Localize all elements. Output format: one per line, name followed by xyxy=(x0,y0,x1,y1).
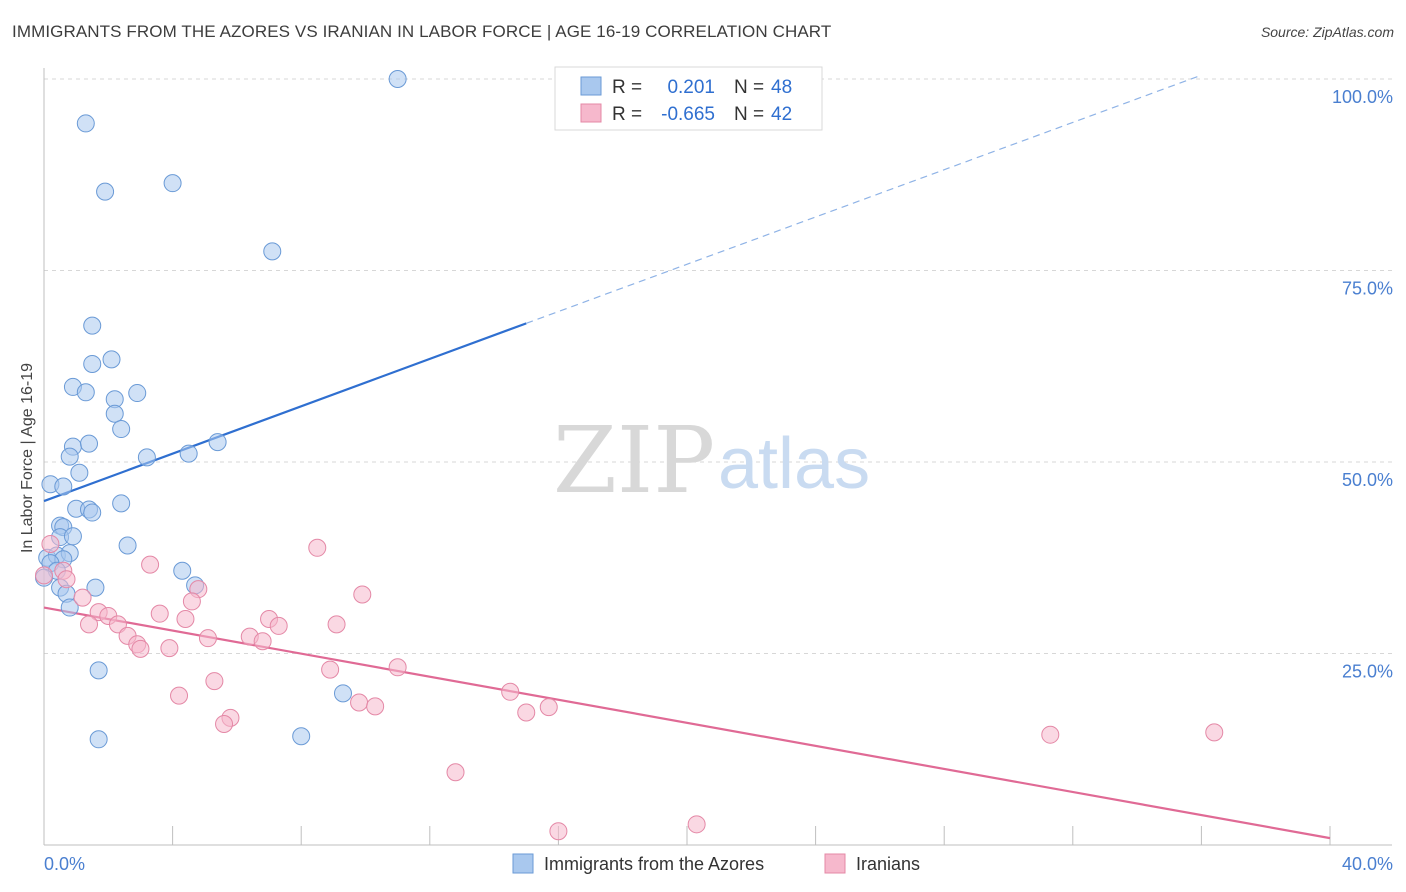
iranians-point xyxy=(1205,723,1224,742)
azores-point xyxy=(173,561,192,580)
iranians-point xyxy=(215,714,234,733)
azores-point xyxy=(63,527,82,546)
iranians-point xyxy=(41,534,60,553)
azores-point xyxy=(112,494,131,513)
azores-point xyxy=(70,463,89,482)
y-tick-label: 50.0% xyxy=(1342,470,1393,490)
azores-point xyxy=(76,383,95,402)
iranians-point xyxy=(350,693,369,712)
iranians-point xyxy=(446,763,465,782)
iranians-point xyxy=(57,570,76,589)
azores-point xyxy=(96,182,115,201)
bottom-legend-label-iranians: Iranians xyxy=(856,854,920,874)
iranians-point xyxy=(108,615,127,634)
source-credit: Source: ZipAtlas.com xyxy=(1260,24,1394,40)
azores-point xyxy=(118,536,137,555)
y-axis-label: In Labor Force | Age 16-19 xyxy=(19,363,36,553)
azores-point xyxy=(105,404,124,423)
y-tick-label: 25.0% xyxy=(1342,662,1393,682)
iranians-point xyxy=(80,615,99,634)
legend-r-label: R = xyxy=(612,77,642,98)
azores-point xyxy=(60,598,79,617)
chart-title: IMMIGRANTS FROM THE AZORES VS IRANIAN IN… xyxy=(12,22,832,41)
legend-r-value-iranians: -0.665 xyxy=(661,104,715,125)
iranians-point xyxy=(539,698,558,717)
iranians-point xyxy=(327,615,346,634)
iranians-point xyxy=(182,592,201,611)
iranians-point xyxy=(388,658,407,677)
x-tick-label: 40.0% xyxy=(1342,854,1393,874)
azores-point xyxy=(263,242,282,261)
iranians-point xyxy=(353,585,372,604)
tick-labels: 100.0% 75.0% 50.0% 25.0% 0.0% 40.0% xyxy=(44,87,1393,874)
iranians-point xyxy=(150,604,169,623)
iranians-point xyxy=(269,616,288,635)
trend-line-azores xyxy=(43,322,527,503)
iranians-point xyxy=(549,822,568,841)
iranians-point xyxy=(517,703,536,722)
legend-swatch-iranians xyxy=(580,103,602,123)
iranians-point xyxy=(308,538,327,557)
legend-r-label: R = xyxy=(612,104,642,125)
azores-point xyxy=(83,354,102,373)
y-tick-label: 100.0% xyxy=(1332,87,1393,107)
iranians-point xyxy=(160,639,179,658)
azores-point xyxy=(76,114,95,133)
legend-n-label: N = xyxy=(734,104,764,125)
iranians-point xyxy=(687,815,706,834)
azores-point xyxy=(388,70,407,88)
y-tick-label: 75.0% xyxy=(1342,279,1393,299)
legend-n-label: N = xyxy=(734,77,764,98)
iranians-point xyxy=(366,697,385,716)
x-tick-label: 0.0% xyxy=(44,854,85,874)
iranians-point xyxy=(1041,725,1060,744)
azores-point xyxy=(80,434,99,453)
legend-n-value-iranians: 42 xyxy=(771,104,792,125)
iranians-point xyxy=(198,629,217,648)
azores-point xyxy=(208,433,227,452)
azores-point xyxy=(163,174,182,193)
bottom-legend-swatch-iranians xyxy=(824,853,846,874)
iranians-point xyxy=(170,686,189,705)
azores-point xyxy=(112,420,131,439)
legend-n-value-azores: 48 xyxy=(771,77,792,98)
iranians-point xyxy=(73,588,92,607)
azores-point xyxy=(89,661,108,680)
azores-point xyxy=(137,448,156,467)
azores-point xyxy=(83,316,102,335)
azores-point xyxy=(89,730,108,749)
series-legend: Immigrants from the Azores Iranians xyxy=(512,853,920,874)
legend-swatch-azores xyxy=(580,76,602,96)
iranians-point xyxy=(131,639,150,658)
iranians-point xyxy=(501,682,520,701)
iranians-point xyxy=(176,610,195,629)
azores-point xyxy=(86,578,105,597)
iranians-point xyxy=(35,566,53,585)
iranians-point xyxy=(321,660,340,679)
iranians-point xyxy=(141,555,160,574)
azores-point xyxy=(333,684,352,703)
correlation-legend: R = 0.201 N = 48 R = -0.665 N = 42 xyxy=(554,66,823,131)
iranians-point xyxy=(205,672,224,691)
azores-point xyxy=(179,444,198,463)
bottom-legend-swatch-azores xyxy=(512,853,534,874)
gridlines xyxy=(44,78,1392,654)
iranians-point xyxy=(253,632,272,651)
watermark-atlas: atlas xyxy=(718,424,870,504)
azores-point xyxy=(128,384,147,403)
azores-point xyxy=(83,503,102,522)
bottom-legend-label-azores: Immigrants from the Azores xyxy=(544,854,764,874)
azores-point xyxy=(102,350,121,369)
data-points xyxy=(35,70,1224,841)
watermark-zip: ZIP xyxy=(553,407,715,514)
azores-point xyxy=(54,477,73,496)
azores-point xyxy=(292,727,311,746)
legend-r-value-azores: 0.201 xyxy=(667,77,715,98)
azores-point xyxy=(60,447,79,466)
